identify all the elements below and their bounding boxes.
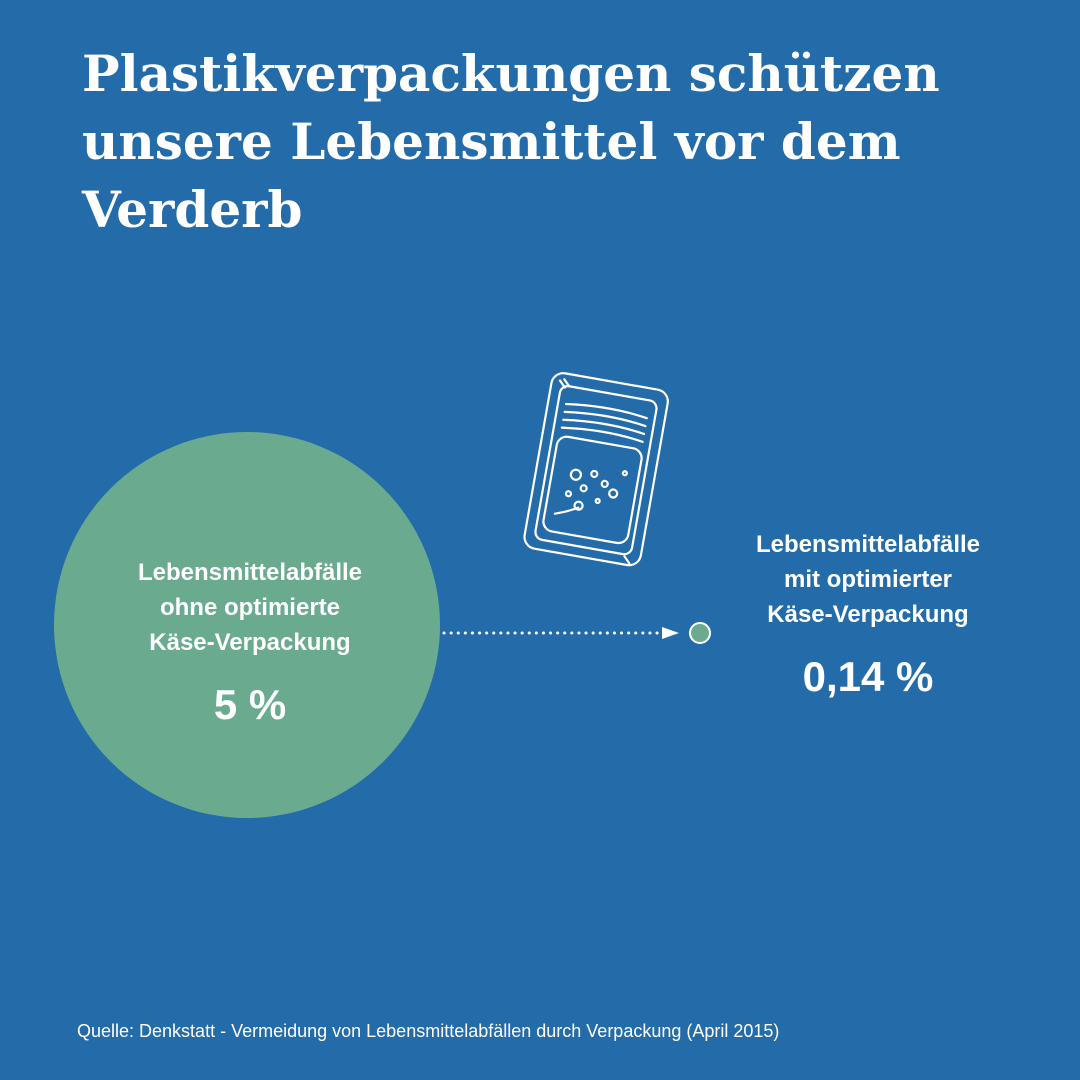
label-with-line-2: mit optimierter bbox=[783, 566, 953, 593]
source-note: Quelle: Denkstatt - Vermeidung von Leben… bbox=[77, 1021, 780, 1041]
page-title: Plastikverpackungen schützen unsere Lebe… bbox=[82, 40, 1002, 244]
bubble-without-packaging bbox=[54, 432, 440, 818]
label-with-line-3: Käse-Verpackung bbox=[767, 601, 969, 628]
label-without-line-2: ohne optimierte bbox=[159, 594, 340, 621]
value-with-packaging: 0,14 % bbox=[802, 653, 934, 700]
label-without-line-1: Lebensmittelabfälle bbox=[137, 559, 363, 586]
label-with-packaging: Lebensmittelabfälle mit optimierter Käse… bbox=[718, 527, 1018, 632]
label-without-packaging: Lebensmittelabfälle ohne optimierte Käse… bbox=[54, 555, 446, 660]
title-line-1: Plastikverpackungen schützen bbox=[82, 44, 940, 103]
title-line-2: unsere Lebensmittel vor dem bbox=[82, 112, 901, 171]
title-line-3: Verderb bbox=[82, 180, 303, 239]
cheese-package-icon bbox=[523, 372, 669, 567]
label-without-line-3: Käse-Verpackung bbox=[149, 629, 351, 656]
value-without-packaging: 5 % bbox=[213, 681, 287, 728]
arrow-head-icon bbox=[662, 627, 679, 639]
label-with-line-1: Lebensmittelabfälle bbox=[755, 531, 981, 558]
bubble-with-packaging bbox=[689, 622, 711, 644]
